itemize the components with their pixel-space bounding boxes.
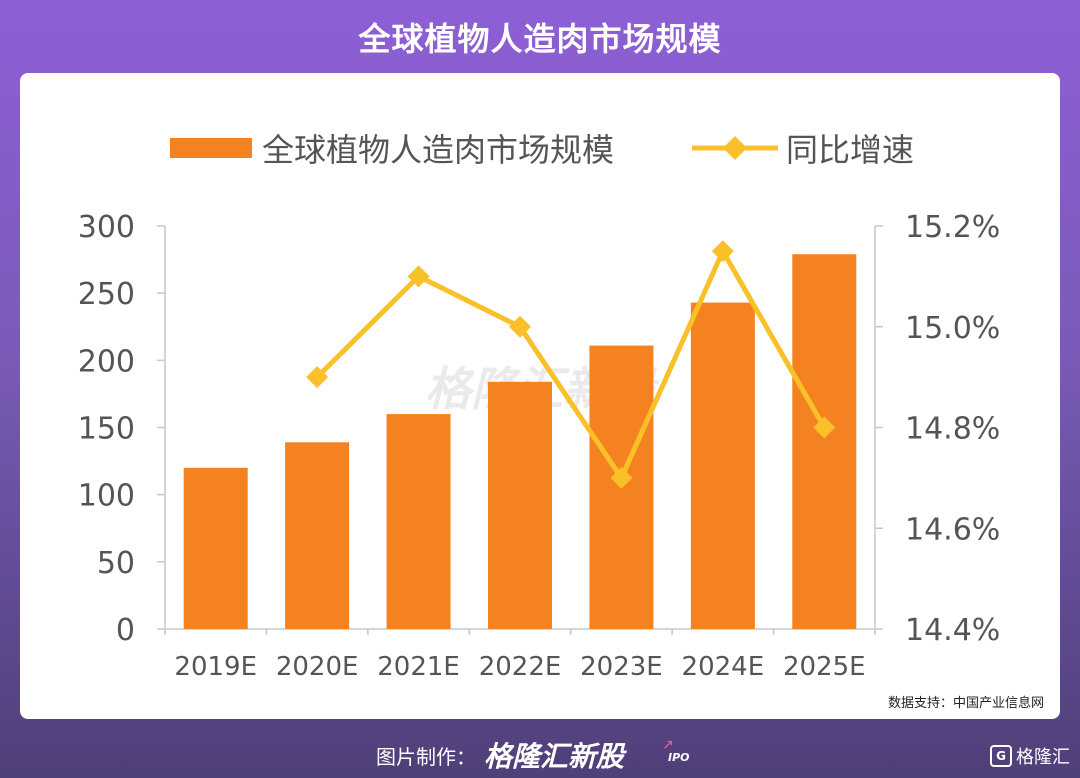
x-tick-label: 2020E <box>276 652 359 682</box>
x-tick-label: 2025E <box>783 652 866 682</box>
growth-line <box>315 248 827 481</box>
arrow-icon: ↗ <box>662 737 674 753</box>
x-tick-label: 2023E <box>580 652 663 682</box>
y-left-tick-label: 100 <box>78 479 135 514</box>
data-source-note: 数据支持：中国产业信息网 <box>887 696 1044 711</box>
footer-label: 图片制作： <box>376 745 476 769</box>
footer-brand: 格隆汇新股 <box>484 740 625 773</box>
x-tick-label: 2019E <box>174 652 257 682</box>
y-right-tick-label: 14.4% <box>905 613 1000 648</box>
line-point <box>509 315 531 338</box>
bar <box>690 302 755 629</box>
chart: 格隆汇新股IPO05010015020025030014.4%14.6%14.8… <box>78 131 1001 682</box>
line-point <box>407 265 430 288</box>
line-point <box>306 366 329 389</box>
y-left-tick-label: 0 <box>116 613 135 648</box>
y-left-tick-label: 150 <box>78 412 135 447</box>
y-left-tick-label: 300 <box>78 210 135 245</box>
y-right-tick-label: 15.2% <box>905 210 1000 245</box>
logo-icon: G <box>990 745 1012 767</box>
y-left-tick-label: 250 <box>78 277 135 312</box>
legend-label-line: 同比增速 <box>786 131 914 169</box>
bar <box>792 254 857 629</box>
y-right-tick-label: 14.8% <box>905 412 1000 447</box>
x-tick-label: 2021E <box>377 652 460 682</box>
line-point <box>813 416 836 439</box>
x-tick-label: 2022E <box>479 652 562 682</box>
bar <box>386 414 451 629</box>
line-point <box>610 466 633 489</box>
legend-label-bar: 全球植物人造肉市场规模 <box>262 131 614 169</box>
bar <box>488 381 552 629</box>
legend-swatch-marker <box>723 136 747 160</box>
y-left-tick-label: 50 <box>97 546 135 581</box>
page-title: 全球植物人造肉市场规模 <box>358 20 722 58</box>
legend-swatch-bar <box>170 138 252 158</box>
footer: 图片制作： 格隆汇新股 ↗ IPO G 格隆汇 <box>0 733 1080 773</box>
bar <box>285 442 350 629</box>
footer-brand-sub: IPO <box>668 751 690 764</box>
corner-logo-text: 格隆汇 <box>1016 747 1070 768</box>
line-point <box>711 240 734 263</box>
y-right-tick-label: 15.0% <box>905 311 1000 346</box>
y-right-tick-label: 14.6% <box>905 512 1000 547</box>
y-left-tick-label: 200 <box>78 344 135 379</box>
x-tick-label: 2024E <box>682 652 765 682</box>
bar <box>183 467 248 629</box>
corner-logo: G 格隆汇 <box>990 743 1070 769</box>
chart-panel: 格隆汇新股IPO05010015020025030014.4%14.6%14.8… <box>20 73 1060 719</box>
